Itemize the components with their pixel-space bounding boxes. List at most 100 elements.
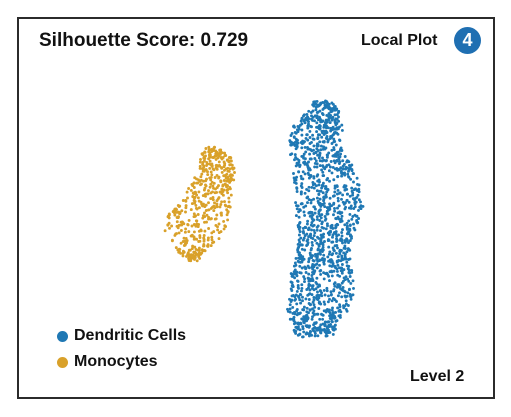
monocytes-point <box>174 246 178 250</box>
dendritic-cells-point <box>356 182 359 186</box>
dendritic-cells-point <box>331 315 335 319</box>
dendritic-cells-point <box>315 297 319 301</box>
dendritic-cells-point <box>315 217 319 221</box>
monocytes-point <box>205 160 209 164</box>
monocytes-point <box>212 147 216 150</box>
monocytes-point <box>197 248 201 252</box>
dendritic-cells-point <box>293 153 297 157</box>
monocytes-point <box>219 203 223 206</box>
dendritic-cells-point <box>321 317 325 321</box>
dendritic-cells-point <box>335 222 339 226</box>
dendritic-cells-point <box>326 105 330 109</box>
dendritic-cells-point <box>323 293 327 297</box>
dendritic-cells-point <box>315 276 319 280</box>
monocytes-point <box>206 170 209 174</box>
monocytes-point <box>218 190 222 194</box>
dendritic-cells-point <box>334 251 338 255</box>
dendritic-cells-point <box>310 277 314 280</box>
monocytes-point <box>177 247 181 251</box>
monocytes-point <box>209 182 213 186</box>
dendritic-cells-point <box>294 137 298 141</box>
dendritic-cells-point <box>317 178 321 182</box>
dendritic-cells-point <box>316 149 320 152</box>
dendritic-cells-point <box>333 284 337 288</box>
dendritic-cells-point <box>351 215 355 218</box>
monocytes-point <box>180 209 184 213</box>
dendritic-cells-point <box>301 177 305 181</box>
monocytes-point <box>179 241 183 245</box>
dendritic-cells-point <box>306 165 310 169</box>
dendritic-cells-point <box>353 228 357 232</box>
dendritic-cells-point <box>341 193 345 197</box>
dendritic-cells-point <box>299 301 303 305</box>
dendritic-cells-point <box>296 333 300 337</box>
dendritic-cells-point <box>319 331 322 334</box>
dendritic-cells-point <box>338 155 342 159</box>
dendritic-cells-point <box>340 197 343 201</box>
dendritic-cells-point <box>338 284 342 288</box>
dendritic-cells-point <box>330 148 334 152</box>
monocytes-point <box>205 177 208 181</box>
dendritic-cells-point <box>310 274 314 277</box>
dendritic-cells-point <box>306 195 310 199</box>
dendritic-cells-point <box>290 298 294 302</box>
dendritic-cells-point <box>323 302 327 306</box>
monocytes-point <box>209 206 213 210</box>
dendritic-cells-point <box>301 317 305 321</box>
dendritic-cells-point <box>306 138 310 142</box>
dendritic-cells-point <box>297 170 301 174</box>
dendritic-cells-point <box>293 158 296 162</box>
dendritic-cells-point <box>308 308 312 312</box>
dendritic-cells-point <box>293 329 297 333</box>
dendritic-cells-point <box>297 125 301 129</box>
dendritic-cells-point <box>347 219 351 223</box>
dendritic-cells-point <box>296 294 300 298</box>
dendritic-cells-point <box>335 127 339 131</box>
monocytes-point <box>220 213 223 217</box>
monocytes-point <box>217 237 221 241</box>
monocytes-point <box>194 248 198 251</box>
monocytes-point <box>170 224 174 228</box>
dendritic-cells-point <box>337 157 341 161</box>
monocytes-point <box>206 238 210 242</box>
monocytes-point <box>184 210 187 214</box>
monocytes-point <box>210 238 214 242</box>
dendritic-cells-point <box>307 257 311 261</box>
monocytes-point <box>220 157 224 161</box>
dendritic-cells-point <box>340 211 344 215</box>
dendritic-cells-point <box>317 156 321 160</box>
monocytes-point <box>212 181 216 185</box>
dendritic-cells-point <box>309 198 313 202</box>
dendritic-cells-point <box>318 214 322 218</box>
dendritic-cells-point <box>292 124 296 128</box>
dendritic-cells-point <box>333 230 336 234</box>
monocytes-point <box>227 200 231 204</box>
monocytes-point <box>181 199 185 202</box>
monocytes-point <box>181 221 185 225</box>
monocytes-point <box>187 230 191 234</box>
dendritic-cells-point <box>326 320 330 324</box>
dendritic-cells-point <box>308 167 312 171</box>
dendritic-cells-point <box>294 297 298 301</box>
dendritic-cells-point <box>310 241 314 244</box>
dendritic-cells-point <box>319 238 323 241</box>
monocytes-point <box>231 167 235 171</box>
monocytes-point <box>192 215 196 219</box>
dendritic-cells-point <box>291 305 295 309</box>
monocytes-legend-marker <box>57 356 68 368</box>
monocytes-point <box>202 165 206 169</box>
dendritic-cells-point <box>336 255 340 259</box>
dendritic-cells-point <box>301 308 305 312</box>
monocytes-point <box>217 152 221 156</box>
dendritic-cells-point <box>304 267 308 271</box>
dendritic-cells-point <box>319 204 323 208</box>
dendritic-cells-point <box>312 186 316 190</box>
dendritic-cells-point <box>336 188 340 192</box>
monocytes-point <box>229 176 233 180</box>
dendritic-cells-point <box>328 165 332 169</box>
dendritic-cells-point <box>348 275 352 278</box>
dendritic-cells-point <box>333 118 337 122</box>
dendritic-cells-point <box>304 297 308 301</box>
monocytes-point <box>222 179 226 182</box>
dendritic-cells-point <box>305 239 309 243</box>
